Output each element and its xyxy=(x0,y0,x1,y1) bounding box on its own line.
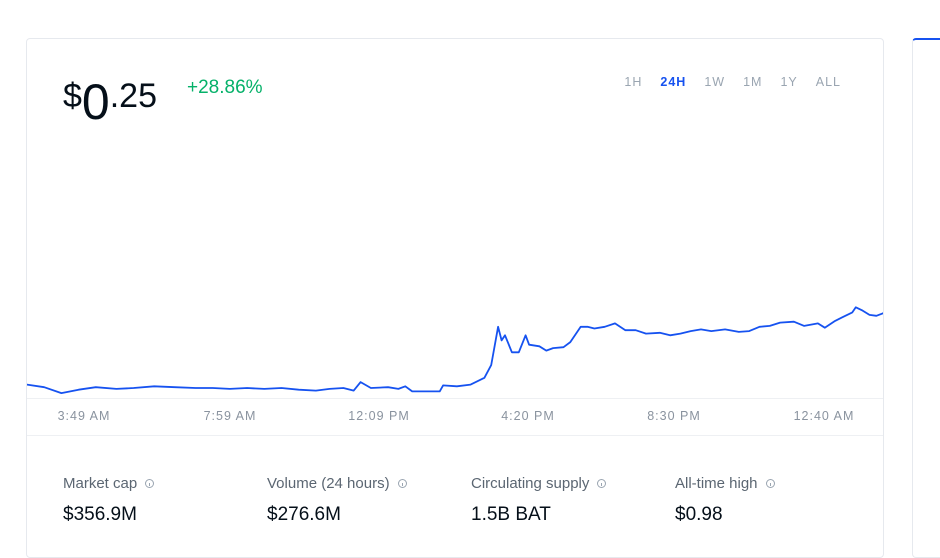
market-stats: Market cap $356.9M Volume (24 hours) $27… xyxy=(63,475,879,526)
side-panel-card xyxy=(912,38,940,558)
price-decimal: .25 xyxy=(109,77,157,115)
stat-value: $0.98 xyxy=(675,504,723,525)
stat-label: Volume (24 hours) xyxy=(267,475,390,492)
x-tick-label: 8:30 PM xyxy=(647,409,701,423)
stat-circulating-supply: Circulating supply 1.5B BAT xyxy=(471,475,675,526)
stat-value: $276.6M xyxy=(267,504,341,525)
range-1y-button[interactable]: 1Y xyxy=(780,75,798,89)
info-icon[interactable] xyxy=(145,479,155,488)
price-chart[interactable] xyxy=(27,39,883,439)
range-all-button[interactable]: ALL xyxy=(815,75,841,89)
info-icon[interactable] xyxy=(397,479,407,488)
stats-divider xyxy=(27,435,883,436)
stat-label: Market cap xyxy=(63,475,138,492)
range-1h-button[interactable]: 1H xyxy=(624,75,643,89)
current-price: $ 0 .25 xyxy=(63,75,157,127)
chart-axis-divider xyxy=(27,398,883,399)
stat-label: All-time high xyxy=(675,475,758,492)
range-1m-button[interactable]: 1M xyxy=(743,75,763,89)
price-chart-card: $ 0 .25 +28.86% 1H 24H 1W 1M 1Y ALL 3:49… xyxy=(26,38,884,558)
x-tick-label: 7:59 AM xyxy=(203,409,257,423)
price-change: +28.86% xyxy=(187,77,263,98)
stat-volume-24h: Volume (24 hours) $276.6M xyxy=(267,475,471,526)
x-tick-label: 3:49 AM xyxy=(57,409,111,423)
info-icon[interactable] xyxy=(597,479,607,488)
price-integer: 0 xyxy=(81,74,110,130)
stat-all-time-high: All-time high $0.98 xyxy=(675,475,879,526)
time-range-selector: 1H 24H 1W 1M 1Y ALL xyxy=(606,75,841,89)
stat-market-cap: Market cap $356.9M xyxy=(63,475,267,526)
price-line xyxy=(27,306,883,394)
range-24h-button[interactable]: 24H xyxy=(660,75,687,89)
stat-value: 1.5B BAT xyxy=(471,504,551,525)
range-1w-button[interactable]: 1W xyxy=(704,75,726,89)
stat-label: Circulating supply xyxy=(471,475,590,492)
price-chart-svg xyxy=(27,306,883,394)
price-currency-symbol: $ xyxy=(63,77,82,115)
x-tick-label: 12:40 AM xyxy=(793,409,855,423)
x-tick-label: 12:09 PM xyxy=(348,409,410,423)
stat-value: $356.9M xyxy=(63,504,137,525)
x-axis-labels: 3:49 AM 7:59 AM 12:09 PM 4:20 PM 8:30 PM… xyxy=(27,409,883,429)
info-icon[interactable] xyxy=(765,479,775,488)
x-tick-label: 4:20 PM xyxy=(501,409,555,423)
